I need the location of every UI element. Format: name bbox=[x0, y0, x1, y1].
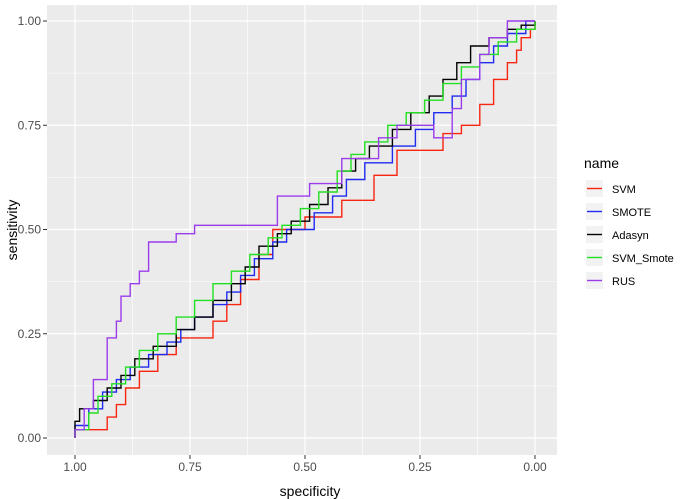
x-tick-label: 0.50 bbox=[293, 460, 317, 474]
series-line-rus bbox=[74, 20, 535, 438]
y-tick-label: 0.00 bbox=[18, 431, 42, 445]
legend-title: name bbox=[584, 155, 619, 171]
y-tick-label: 0.75 bbox=[18, 118, 42, 132]
x-tick-label: 0.75 bbox=[178, 460, 202, 474]
legend-label: RUS bbox=[612, 276, 635, 288]
y-axis-ticks: 0.00 0.25 0.50 0.75 1.00 bbox=[18, 14, 47, 445]
y-tick-label: 0.50 bbox=[18, 223, 42, 237]
legend-items: SVM SMOTE Adasyn SVM_Smote RUS bbox=[586, 180, 674, 289]
legend: name SVM SMOTE Adasyn SVM_Smote RUS bbox=[584, 155, 674, 289]
legend-label: SMOTE bbox=[612, 207, 651, 219]
x-axis-title: specificity bbox=[280, 483, 341, 499]
y-axis-title: sensitivity bbox=[4, 200, 20, 261]
legend-label: SVM bbox=[612, 184, 636, 196]
legend-label: Adasyn bbox=[612, 230, 649, 242]
series-lines bbox=[74, 20, 536, 438]
series-line-svm bbox=[74, 21, 536, 438]
legend-label: SVM_Smote bbox=[612, 253, 674, 265]
series-line-svm_smote bbox=[74, 21, 536, 438]
y-tick-label: 0.25 bbox=[18, 327, 42, 341]
x-tick-label: 1.00 bbox=[63, 460, 87, 474]
y-tick-label: 1.00 bbox=[18, 14, 42, 28]
x-tick-label: 0.00 bbox=[523, 460, 547, 474]
x-axis-ticks: 1.00 0.75 0.50 0.25 0.00 bbox=[63, 455, 547, 474]
x-tick-label: 0.25 bbox=[408, 460, 432, 474]
